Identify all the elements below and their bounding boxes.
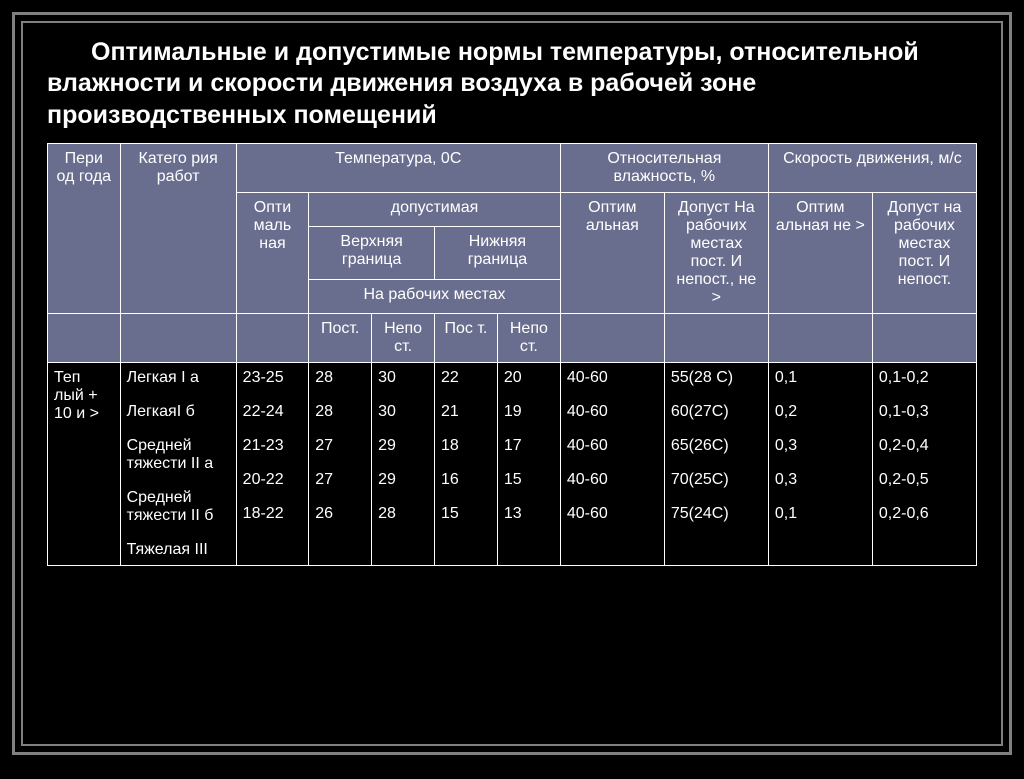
hdr-spacer-7 — [872, 313, 976, 362]
cell-temp-upper-nepost: 3030292928 — [372, 362, 435, 565]
hdr-speed-group: Скорость движения, м/с — [768, 143, 976, 192]
hdr-lower: Нижняя граница — [435, 226, 561, 279]
hdr-spacer-2 — [120, 313, 236, 362]
hdr-upper: Верхняя граница — [309, 226, 435, 279]
cell-temp-optimal: 23-2522-2421-2320-2218-22 — [236, 362, 309, 565]
cell-hum-permissible: 55(28 С)60(27С)65(26С)70(25С)75(24С) — [664, 362, 768, 565]
cell-temp-upper-post: 2828272726 — [309, 362, 372, 565]
hdr-nepost-2: Непо ст. — [497, 313, 560, 362]
hdr-spacer-4 — [560, 313, 664, 362]
cell-categories: Легкая І аЛегкаяІ бСредней тяжести ІІ аС… — [120, 362, 236, 565]
hdr-humidity-group: Относительная влажность, % — [560, 143, 768, 192]
outer-frame: Оптимальные и допустимые нормы температу… — [12, 12, 1012, 755]
inner-frame: Оптимальные и допустимые нормы температу… — [21, 21, 1003, 746]
hdr-pos-t: Пос т. — [435, 313, 498, 362]
hdr-speed-permissible: Допуст на рабочих местах пост. И непост. — [872, 192, 976, 313]
hdr-temp-group: Температура, 0С — [236, 143, 560, 192]
hdr-spacer-5 — [664, 313, 768, 362]
table-body: Теп лый + 10 и > Легкая І аЛегкаяІ бСред… — [48, 362, 977, 565]
hdr-hum-optimal: Оптим альная — [560, 192, 664, 313]
table-row: Теп лый + 10 и > Легкая І аЛегкаяІ бСред… — [48, 362, 977, 565]
cell-temp-lower-post: 2221181615 — [435, 362, 498, 565]
hdr-nepost: Непо ст. — [372, 313, 435, 362]
cell-hum-optimal: 40-6040-6040-6040-6040-60 — [560, 362, 664, 565]
hdr-spacer-1 — [48, 313, 121, 362]
page-title: Оптимальные и допустимые нормы температу… — [47, 37, 977, 131]
cell-period: Теп лый + 10 и > — [48, 362, 121, 565]
hdr-temp-optimal: Опти маль ная — [236, 192, 309, 313]
hdr-category: Катего рия работ — [120, 143, 236, 313]
hdr-at-workplaces: На рабочих местах — [309, 279, 561, 313]
cell-speed-optimal: 0,10,20,30,30,1 — [768, 362, 872, 565]
table-header: Пери од года Катего рия работ Температур… — [48, 143, 977, 362]
cell-speed-permissible: 0,1-0,20,1-0,30,2-0,40,2-0,50,2-0,6 — [872, 362, 976, 565]
hdr-temp-permissible: допустимая — [309, 192, 561, 226]
cell-temp-lower-nepost: 2019171513 — [497, 362, 560, 565]
hdr-post: Пост. — [309, 313, 372, 362]
hdr-spacer-6 — [768, 313, 872, 362]
hdr-spacer-3 — [236, 313, 309, 362]
hdr-speed-optimal: Оптим альная не > — [768, 192, 872, 313]
norms-table: Пери од года Катего рия работ Температур… — [47, 143, 977, 566]
hdr-period: Пери од года — [48, 143, 121, 313]
hdr-hum-permissible: Допуст На рабочих местах пост. И непост.… — [664, 192, 768, 313]
